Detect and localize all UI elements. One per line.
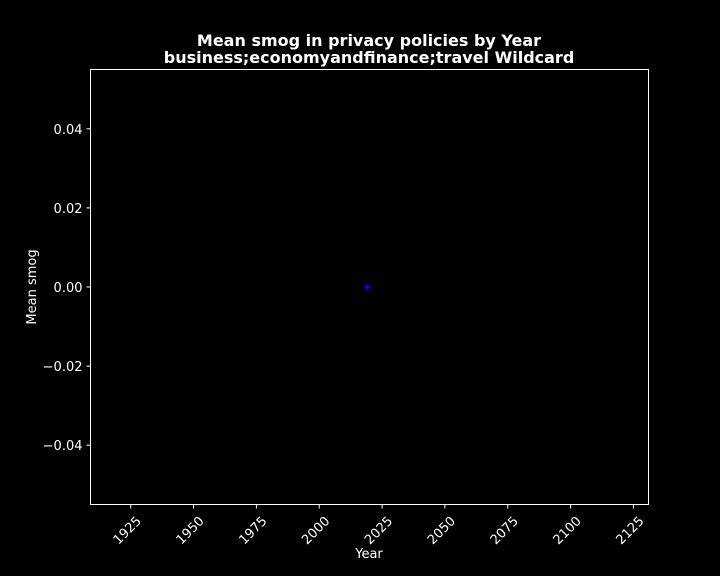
x-tick-label: 2050 (425, 514, 459, 548)
y-tick-label: 0.02 (54, 202, 83, 217)
plot-area (90, 69, 649, 505)
y-axis: 0.04 0.02 0.00 −0.02 −0.04 (43, 123, 91, 454)
chart-title-line1: Mean smog in privacy policies by Year (197, 31, 541, 50)
x-axis-label: Year (354, 547, 383, 562)
data-point (364, 284, 370, 290)
data-points (364, 284, 370, 290)
y-tick-label: 0.00 (54, 281, 83, 296)
x-tick-label: 2100 (551, 514, 585, 548)
x-tick-label: 2025 (362, 514, 396, 548)
x-tick-label: 2075 (488, 514, 522, 548)
y-axis-label: Mean smog (25, 249, 40, 324)
x-tick-label: 1975 (236, 514, 270, 548)
x-tick-label: 2125 (613, 514, 647, 548)
x-tick-label: 1925 (111, 514, 145, 548)
chart-title-line2: business;economyandfinance;travel Wildca… (164, 48, 575, 67)
y-tick-label: −0.02 (43, 360, 83, 375)
x-tick-label: 1950 (174, 514, 208, 548)
y-tick-label: −0.04 (43, 439, 83, 454)
x-tick-label: 2000 (299, 514, 333, 548)
x-axis: 1925 1950 1975 2000 2025 2050 2075 2100 2125 (111, 504, 647, 548)
y-tick-label: 0.04 (54, 123, 83, 138)
